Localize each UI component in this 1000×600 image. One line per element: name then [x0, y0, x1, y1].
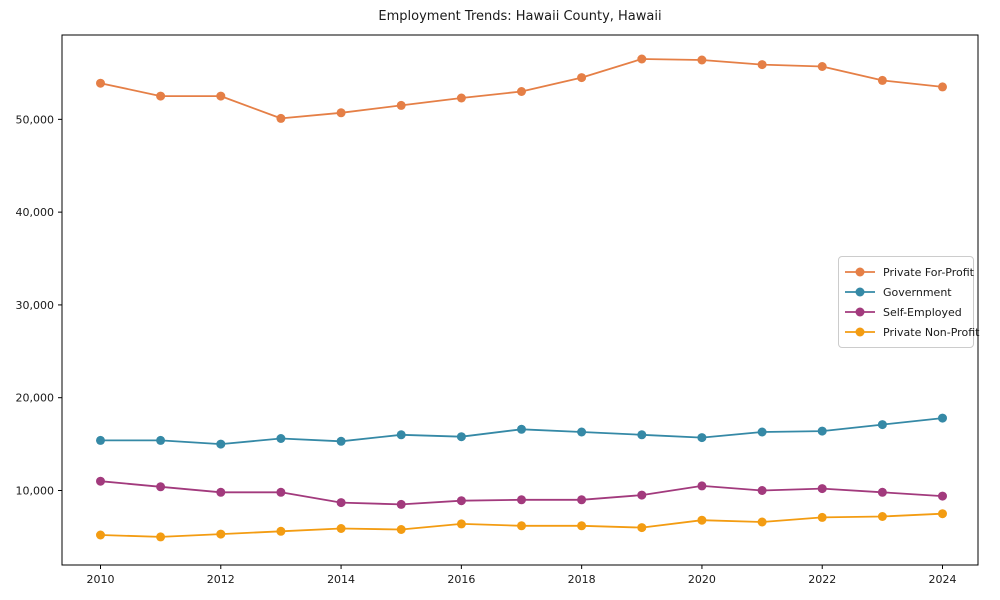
data-point [938, 82, 947, 92]
data-point [817, 426, 827, 436]
chart-title: Employment Trends: Hawaii County, Hawaii [378, 9, 662, 24]
y-tick-label: 20,000 [16, 392, 55, 405]
data-point [938, 509, 947, 519]
data-point [456, 93, 466, 103]
data-point [336, 436, 346, 446]
y-tick-label: 40,000 [16, 206, 55, 219]
series-private-non-profit [96, 509, 947, 542]
series-government [96, 413, 947, 449]
y-tick-label: 50,000 [16, 113, 55, 126]
data-point [877, 420, 887, 430]
data-point [817, 484, 827, 494]
x-tick-label: 2010 [86, 573, 114, 586]
legend: Private For-Profit Government Self-Employe… [838, 256, 979, 348]
data-point [757, 427, 767, 437]
data-point [96, 78, 105, 88]
data-point [697, 55, 707, 65]
data-point [396, 430, 406, 440]
x-tick-label: 2020 [688, 573, 716, 586]
legend-item: Private For-Profit [844, 262, 974, 282]
data-point [757, 486, 767, 495]
data-point [517, 87, 526, 96]
data-point [396, 499, 406, 509]
legend-label: Private Non-Profit [883, 325, 980, 339]
legend-label: Private For-Profit [883, 265, 974, 279]
data-point [577, 521, 587, 531]
data-point [216, 529, 226, 539]
data-point [577, 495, 587, 505]
y-axis: 10,000 20,000 30,000 40,000 50,000 [16, 113, 62, 497]
x-tick-label: 2024 [929, 573, 957, 586]
data-point [336, 108, 346, 118]
legend-label: Self-Employed [883, 305, 962, 319]
data-point [637, 490, 647, 500]
data-point [938, 491, 947, 501]
data-point [96, 435, 105, 445]
data-point [697, 433, 707, 443]
series-private-for-profit [96, 54, 947, 123]
data-point [216, 487, 226, 497]
data-point [817, 512, 827, 522]
data-point [336, 524, 346, 533]
data-point [396, 100, 406, 110]
data-point [216, 91, 226, 101]
x-tick-label: 2012 [207, 573, 235, 586]
legend-item: Government [844, 282, 966, 302]
legend-line-marker-icon [845, 307, 875, 317]
data-point [637, 523, 647, 533]
data-point [456, 496, 466, 506]
plot-border [61, 34, 979, 566]
data-point [517, 521, 526, 531]
data-point [757, 60, 767, 70]
data-point [96, 476, 105, 486]
data-point [517, 495, 526, 505]
data-point [96, 530, 105, 540]
data-point [336, 498, 346, 508]
data-point [276, 487, 286, 497]
legend-line-marker-icon [845, 327, 875, 337]
legend-item: Private Non-Profit [844, 322, 979, 342]
data-point [456, 519, 466, 529]
data-point [216, 439, 226, 449]
data-point [637, 430, 647, 440]
series-self-employed [96, 476, 947, 509]
data-point [577, 73, 587, 83]
legend-line-marker-icon [845, 287, 875, 297]
data-point [697, 481, 707, 491]
data-point [817, 62, 827, 71]
x-tick-label: 2018 [568, 573, 596, 586]
legend-line-marker-icon [845, 267, 875, 277]
data-point [396, 525, 406, 534]
data-point [456, 432, 466, 442]
data-point [637, 54, 647, 64]
x-tick-label: 2014 [327, 573, 355, 586]
x-axis: 2010 2012 2014 2016 2018 2020 2022 2024 [86, 565, 957, 586]
data-point [938, 413, 947, 423]
data-point [757, 517, 767, 527]
legend-item: Self-Employed [844, 302, 966, 322]
x-tick-label: 2016 [447, 573, 475, 586]
data-point [276, 526, 286, 536]
data-point [877, 75, 887, 85]
data-point [156, 435, 166, 445]
x-tick-label: 2022 [808, 573, 836, 586]
y-tick-label: 30,000 [16, 299, 55, 312]
data-point [697, 515, 707, 525]
data-point [156, 91, 166, 101]
data-point [156, 482, 166, 492]
y-tick-label: 10,000 [16, 484, 55, 497]
legend-label: Government [883, 285, 952, 299]
data-point [276, 113, 286, 123]
data-point [156, 532, 166, 542]
data-point [877, 487, 887, 497]
data-point [877, 512, 887, 521]
data-point [577, 427, 587, 437]
data-point [517, 424, 526, 434]
data-point [276, 434, 286, 443]
